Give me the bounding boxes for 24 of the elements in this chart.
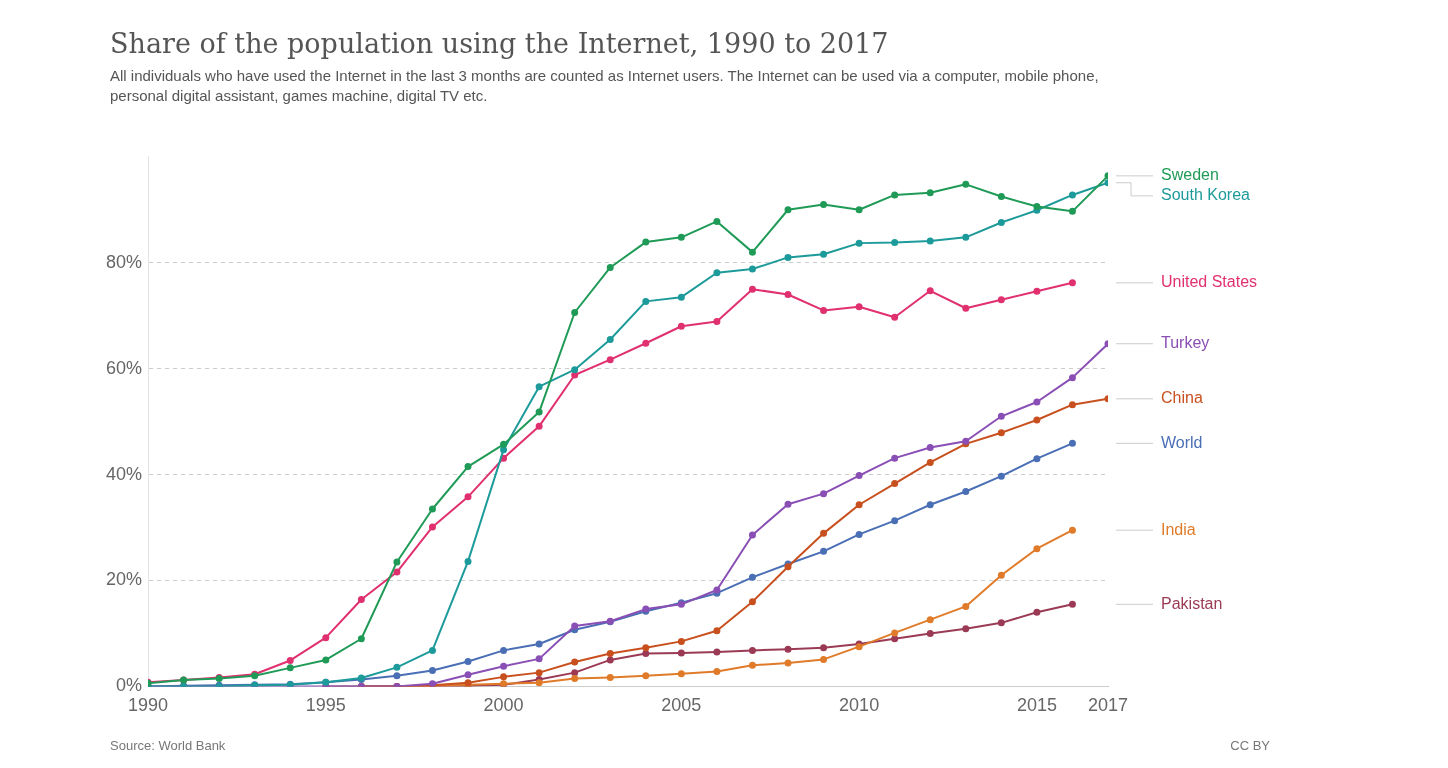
text: World	[1161, 433, 1203, 451]
source-note: Source: World Bank	[110, 738, 226, 753]
text: Turkey	[1161, 334, 1210, 352]
text: Sweden	[1161, 166, 1219, 184]
text: United States	[1161, 273, 1258, 291]
x-tick-label: 1995	[305, 695, 346, 716]
chart-subtitle: All individuals who have used the Internet in the last 3 months are counted as Internet users. The Internet can be used via a computer, mobile phone, personal digital assistant, games machine, digital TV etc.	[110, 66, 1100, 106]
y-tick-label: 0%	[116, 675, 143, 696]
y-tick-label: 60%	[106, 357, 143, 378]
chart-title: Share of the population using the Internet, 1990 to 2017	[110, 28, 889, 59]
y-tick-label: 40%	[106, 463, 143, 484]
text: China	[1161, 389, 1203, 407]
x-tick-label: 2017	[1087, 695, 1129, 716]
x-tick-label: 1990	[128, 695, 169, 716]
y-tick-label: 20%	[106, 569, 143, 590]
text: India	[1161, 520, 1196, 538]
text: South Korea	[1161, 186, 1251, 204]
x-tick-label: 2000	[483, 695, 524, 716]
x-tick-label: 2010	[839, 695, 880, 716]
x-tick-label: 2015	[1016, 695, 1057, 716]
y-tick-label: 80%	[106, 251, 143, 272]
text: Pakistan	[1161, 594, 1223, 612]
text: CC BY	[1230, 738, 1270, 753]
x-tick-label: 2005	[661, 695, 702, 716]
